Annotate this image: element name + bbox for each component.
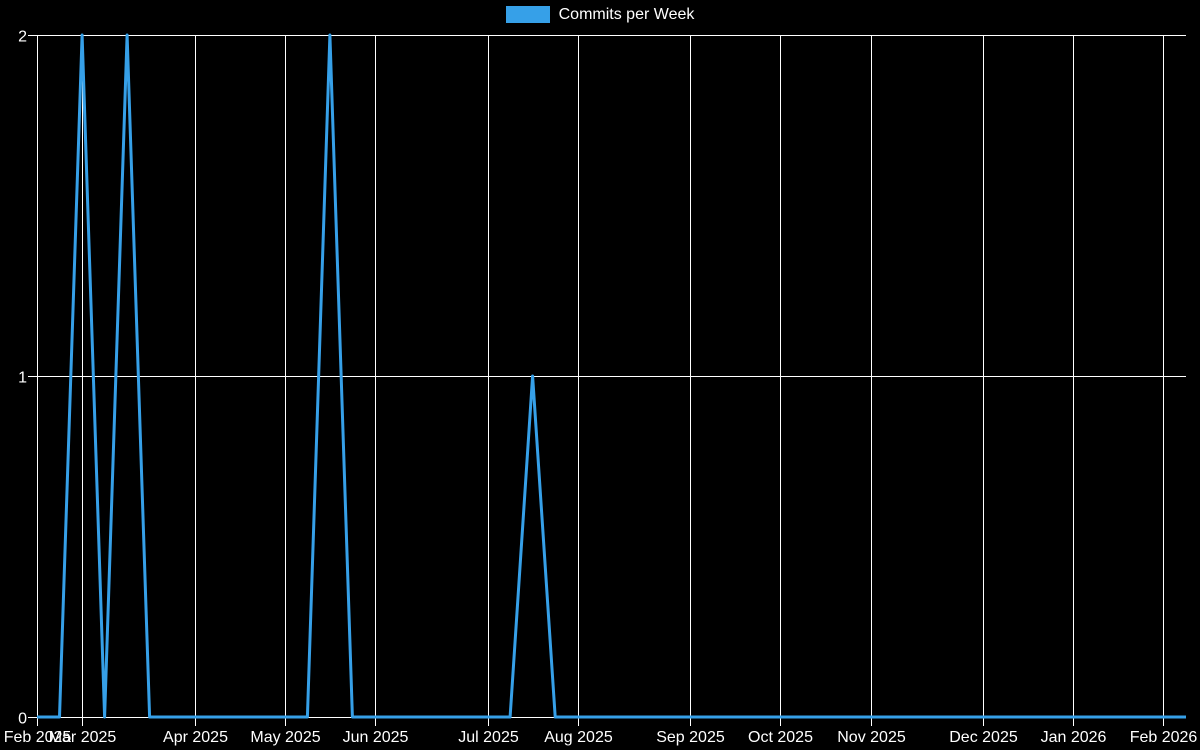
x-tick-label: May 2025: [250, 729, 320, 746]
y-tick-label: 0: [18, 711, 27, 728]
y-tick-label: 1: [18, 370, 27, 387]
x-tick-label: Jan 2026: [1041, 729, 1107, 746]
x-tick-label: Oct 2025: [748, 729, 813, 746]
legend-swatch: [505, 6, 550, 23]
chart-legend[interactable]: Commits per Week: [0, 6, 1200, 23]
x-tick-label: Feb 2026: [1130, 729, 1198, 746]
x-tick-label: Dec 2025: [949, 729, 1018, 746]
x-tick-label: Apr 2025: [163, 729, 228, 746]
y-tick-label: 2: [18, 29, 27, 46]
x-tick-label: Feb 2025: [4, 729, 72, 746]
x-tick-label: Jul 2025: [458, 729, 519, 746]
x-tick-label: Aug 2025: [544, 729, 613, 746]
x-tick-label: Mar 2025: [49, 729, 117, 746]
x-tick-label: Nov 2025: [837, 729, 906, 746]
legend-label: Commits per Week: [558, 6, 695, 23]
x-tick-label: Sep 2025: [656, 729, 725, 746]
commits-per-week-line: [37, 33, 1186, 719]
x-tick-label: Jun 2025: [343, 729, 409, 746]
